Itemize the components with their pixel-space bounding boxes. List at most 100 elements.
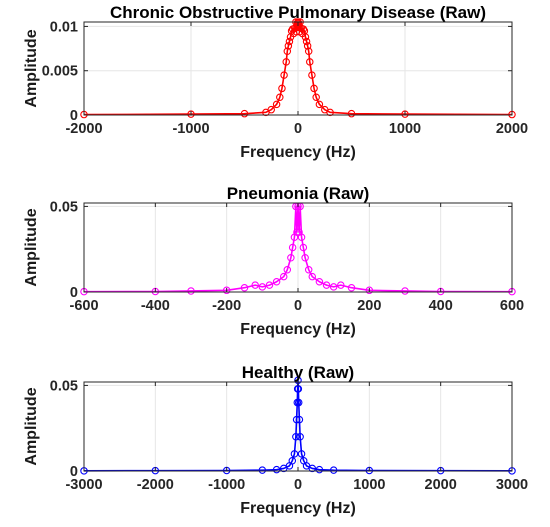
x-tick-label: 2000: [425, 477, 457, 493]
data-point: [276, 93, 284, 102]
x-tick-label: -200: [212, 298, 241, 314]
data-point: [240, 109, 249, 118]
x-tick-label: 0: [294, 121, 302, 137]
data-point: [292, 433, 300, 441]
x-tick-label: 0: [294, 298, 302, 314]
data-point: [308, 464, 317, 473]
data-point: [278, 84, 286, 93]
x-tick-label: 1000: [353, 477, 385, 493]
data-point: [284, 42, 293, 50]
data-point: [279, 272, 288, 281]
series-line: [83, 379, 513, 472]
chart-title: Pneumonia (Raw): [227, 184, 370, 203]
data-point: [308, 71, 316, 79]
x-tick-label: -1000: [172, 121, 209, 137]
data-point: [365, 286, 374, 295]
y-tick-label: 0: [70, 464, 78, 480]
data-point: [302, 37, 311, 46]
x-tick-label: -400: [141, 298, 170, 314]
x-axis-label: Frequency (Hz): [240, 500, 356, 517]
data-point: [287, 254, 295, 262]
data-point: [296, 433, 304, 441]
data-point: [301, 254, 309, 262]
data-point: [299, 25, 308, 33]
y-tick-label: 0.05: [50, 378, 78, 394]
x-tick-label: 600: [500, 298, 524, 314]
data-point: [258, 466, 267, 474]
data-point: [280, 71, 288, 79]
data-point: [306, 58, 314, 66]
data-point: [292, 415, 301, 424]
y-axis-label: Amplitude: [23, 387, 40, 465]
data-point: [301, 33, 310, 41]
data-point: [290, 450, 299, 458]
x-tick-label: 2000: [496, 121, 528, 137]
y-axis-label: Amplitude: [23, 208, 40, 286]
y-tick-label: 0: [70, 108, 78, 124]
chart-title: Healthy (Raw): [242, 363, 354, 382]
chart-2: -600 -400 -200 0 200 400 600 0 0.05 Pneumonia (Ra…: [23, 184, 524, 338]
x-axis-label: Frequency (Hz): [240, 144, 356, 161]
data-point: [297, 233, 306, 241]
data-point: [272, 277, 281, 286]
data-point: [258, 283, 267, 291]
chart-1: -2000 -1000 0 1000 2000 0 0.005 0.01 Chronic Obs…: [23, 3, 528, 161]
y-tick-label: 0.01: [50, 19, 78, 35]
data-point: [265, 281, 274, 289]
data-point: [187, 110, 195, 118]
data-point: [312, 93, 320, 102]
data-point: [304, 47, 313, 55]
data-point: [329, 283, 338, 291]
chart-title: Chronic Obstructive Pulmonary Disease (R…: [110, 3, 486, 22]
data-point: [401, 287, 409, 295]
data-point: [304, 265, 313, 274]
data-point: [322, 281, 331, 289]
x-tick-label: -1000: [208, 477, 245, 493]
data-point: [295, 415, 304, 424]
data-point: [310, 84, 318, 93]
data-point: [401, 110, 409, 118]
y-tick-label: 0: [70, 285, 78, 301]
data-point: [187, 287, 195, 295]
data-point: [285, 37, 294, 46]
x-tick-label: 0: [294, 477, 302, 493]
x-tick-label: -2000: [65, 121, 102, 137]
data-point: [288, 456, 297, 465]
data-point: [329, 466, 338, 474]
data-point: [288, 243, 297, 252]
data-point: [222, 286, 231, 295]
data-point: [240, 283, 249, 292]
y-tick-label: 0.05: [50, 199, 78, 215]
data-point: [347, 283, 356, 292]
data-point: [299, 243, 308, 252]
x-tick-label: 1000: [389, 121, 421, 137]
x-axis-label: Frequency (Hz): [240, 321, 356, 338]
data-point: [282, 58, 290, 66]
data-point: [315, 100, 324, 109]
data-point: [347, 109, 356, 118]
x-tick-label: 200: [357, 298, 381, 314]
data-point: [251, 281, 259, 289]
data-point: [337, 281, 345, 289]
data-point: [308, 272, 317, 281]
data-point: [293, 228, 301, 236]
data-point: [297, 450, 306, 458]
data-point: [326, 108, 334, 117]
data-point: [272, 465, 281, 474]
y-tick-label: 0.005: [42, 64, 78, 80]
y-axis-label: Amplitude: [23, 29, 40, 107]
data-point: [283, 265, 292, 274]
data-point: [272, 100, 281, 109]
chart-3: -3000 -2000 -1000 0 1000 2000 3000 0 0.05 Healthy…: [23, 363, 528, 517]
data-point: [283, 47, 292, 55]
data-point: [303, 42, 312, 50]
x-tick-label: -3000: [65, 477, 102, 493]
data-point: [267, 105, 275, 114]
x-tick-label: 3000: [496, 477, 528, 493]
data-point: [315, 277, 324, 286]
data-point: [315, 465, 324, 474]
data-point: [294, 398, 303, 407]
x-tick-label: -2000: [137, 477, 174, 493]
x-tick-label: 400: [429, 298, 453, 314]
